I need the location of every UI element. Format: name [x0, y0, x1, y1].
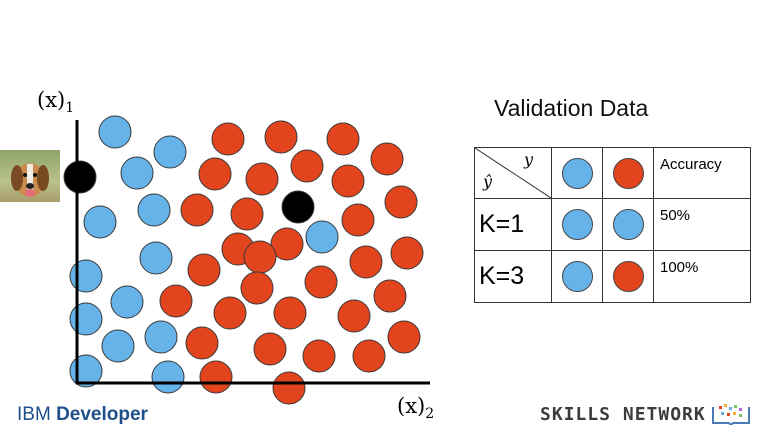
validation-table: y ŷ Accuracy K=1 50% K=3 100% — [474, 147, 751, 303]
red-data-point — [387, 320, 421, 354]
blue-data-point — [69, 302, 103, 336]
accuracy-cell: 50% — [653, 198, 751, 251]
red-data-point — [331, 164, 365, 198]
red-data-point — [213, 296, 247, 330]
red-data-point — [341, 203, 375, 237]
skills-network-book-icon — [712, 404, 750, 425]
blue-data-point — [83, 205, 117, 239]
red-point-icon — [613, 261, 644, 292]
validation-title: Validation Data — [494, 95, 649, 121]
red-data-point — [185, 326, 219, 360]
dog-photo — [0, 150, 60, 202]
red-data-point — [273, 296, 307, 330]
red-data-point — [243, 240, 277, 274]
prediction-cell — [551, 250, 603, 303]
black-query-point — [63, 160, 97, 194]
blue-data-point — [69, 259, 103, 293]
red-data-point — [230, 197, 264, 231]
prediction-cell — [602, 250, 654, 303]
red-data-point — [245, 162, 279, 196]
red-data-point — [337, 299, 371, 333]
header-y-label: y — [523, 150, 533, 169]
blue-data-point — [98, 115, 132, 149]
blue-data-point — [101, 329, 135, 363]
blue-data-point — [120, 156, 154, 190]
header-truth-red — [602, 147, 654, 199]
blue-point-icon — [562, 209, 593, 240]
red-data-point — [290, 149, 324, 183]
red-data-point — [384, 185, 418, 219]
skills-network-logo: SKILLS NETWORK — [540, 404, 706, 425]
red-data-point — [352, 339, 386, 373]
red-data-point — [270, 227, 304, 261]
red-data-point — [159, 284, 193, 318]
red-data-point — [349, 245, 383, 279]
red-data-point — [272, 371, 306, 405]
k-label: K=1 — [474, 198, 552, 251]
k-label: K=3 — [474, 250, 552, 303]
blue-data-point — [139, 241, 173, 275]
red-data-point — [304, 265, 338, 299]
red-data-point — [253, 332, 287, 366]
red-data-point — [302, 339, 336, 373]
blue-point-icon — [613, 209, 644, 240]
ibm-developer-logo: IBM Developer — [17, 404, 148, 425]
red-data-point — [211, 122, 245, 156]
red-data-point — [240, 271, 274, 305]
header-yhat-label: ŷ — [483, 172, 493, 191]
red-data-point — [390, 236, 424, 270]
prediction-cell — [602, 198, 654, 251]
axis-label-x1: (x)1 — [37, 88, 75, 117]
prediction-cell — [551, 198, 603, 251]
red-data-point — [264, 120, 298, 154]
table-header-row: y ŷ Accuracy — [474, 147, 751, 199]
blue-data-point — [305, 220, 339, 254]
red-data-point — [199, 360, 233, 394]
accuracy-header-cell: Accuracy — [653, 147, 751, 199]
table-row: K=1 50% — [474, 198, 751, 251]
header-truth-blue — [551, 147, 603, 199]
blue-point-icon — [562, 158, 593, 189]
red-data-point — [198, 157, 232, 191]
blue-data-point — [153, 135, 187, 169]
accuracy-cell: 100% — [653, 250, 751, 303]
red-data-point — [326, 122, 360, 156]
blue-point-icon — [562, 261, 593, 292]
red-data-point — [373, 279, 407, 313]
black-query-point — [281, 190, 315, 224]
red-data-point — [370, 142, 404, 176]
axis-label-x2: (x)2 — [397, 394, 435, 423]
header-diagonal-cell: y ŷ — [474, 147, 552, 199]
red-point-icon — [613, 158, 644, 189]
blue-data-point — [144, 320, 178, 354]
red-data-point — [187, 253, 221, 287]
blue-data-point — [110, 285, 144, 319]
table-row: K=3 100% — [474, 250, 751, 303]
red-data-point — [180, 193, 214, 227]
blue-data-point — [137, 193, 171, 227]
blue-data-point — [151, 360, 185, 394]
